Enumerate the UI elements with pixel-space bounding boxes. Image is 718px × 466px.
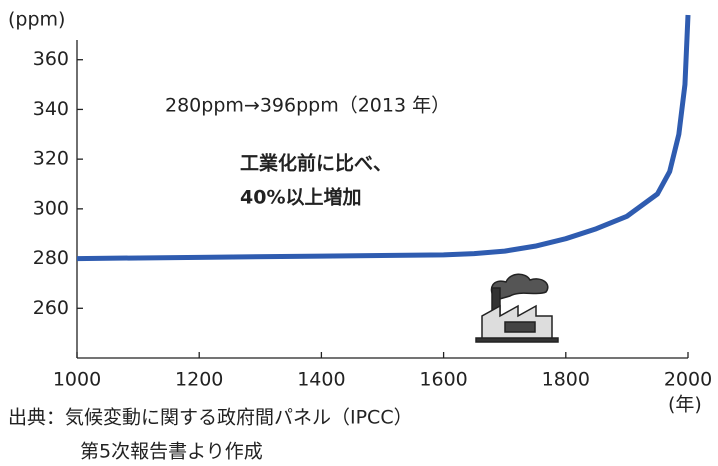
y-tick-label: 260 xyxy=(33,297,69,319)
source: 出典：気候変動に関する政府間パネル（IPCC） xyxy=(8,407,413,429)
annotation: 280ppm→396ppm（2013 年） xyxy=(165,95,450,117)
y-tick-label: 300 xyxy=(33,197,69,219)
y-axis-label: (ppm) xyxy=(8,9,65,31)
factory-icon xyxy=(475,273,559,343)
x-tick-label: 1200 xyxy=(175,369,223,391)
y-tick-label: 280 xyxy=(33,247,69,269)
y-tick-label: 320 xyxy=(33,148,69,170)
x-tick-label: 1600 xyxy=(419,369,467,391)
annotation: 40%以上増加 xyxy=(240,186,361,209)
y-tick-label: 340 xyxy=(33,98,69,120)
y-tick-label: 360 xyxy=(33,48,69,70)
x-axis-label: (年) xyxy=(668,394,702,416)
data-line xyxy=(76,14,691,262)
x-tick-label: 1000 xyxy=(53,369,101,391)
x-tick-label: 1800 xyxy=(542,369,590,391)
annotation: 工業化前に比べ、 xyxy=(240,152,392,175)
x-tick-label: 1400 xyxy=(297,369,345,391)
x-tick-label: 2000 xyxy=(664,369,712,391)
source: 第5次報告書より作成 xyxy=(80,441,263,463)
